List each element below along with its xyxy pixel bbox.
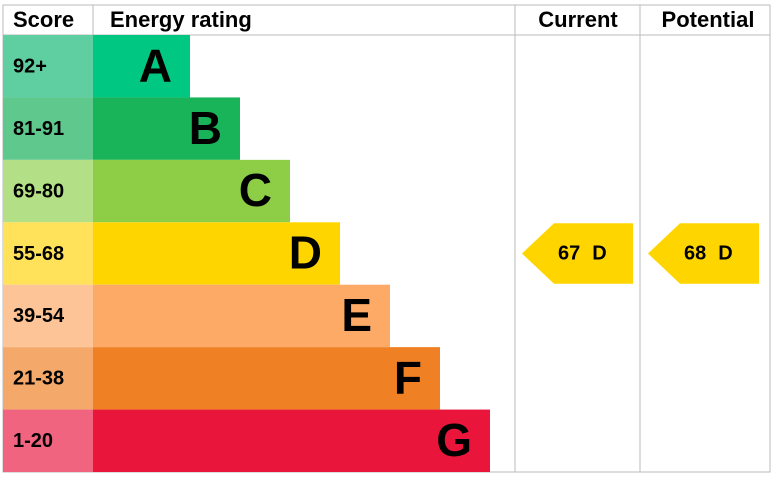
rating-bar: [93, 222, 340, 285]
rating-letter: F: [394, 352, 422, 404]
current-value: 67: [558, 243, 580, 265]
rating-letter: A: [139, 39, 172, 91]
rating-letter: G: [436, 414, 472, 466]
potential-header: Potential: [662, 7, 755, 32]
potential-letter: D: [718, 243, 732, 265]
score-cell: [3, 347, 93, 410]
rating-letter: B: [189, 102, 222, 154]
score-label: 92+: [13, 55, 47, 77]
current-letter: D: [592, 243, 606, 265]
rating-letter: D: [289, 227, 322, 279]
current-label: 67 D: [558, 243, 607, 265]
score-label: 1-20: [13, 430, 53, 452]
score-cell: [3, 35, 93, 98]
potential-value: 68: [684, 243, 706, 265]
score-cell: [3, 222, 93, 285]
rating-bar: [93, 409, 490, 472]
score-cell: [3, 159, 93, 223]
potential-arrow: [648, 223, 759, 284]
potential-label: 68 D: [684, 243, 733, 265]
score-label: 81-91: [13, 118, 64, 140]
rating-bar: [93, 35, 190, 98]
score-cell: [3, 284, 93, 348]
score-header: Score: [13, 7, 74, 32]
rating-bar: [93, 159, 290, 223]
rating-letter: E: [341, 289, 372, 341]
score-cell: [3, 97, 93, 160]
current-header: Current: [538, 7, 618, 32]
score-label: 55-68: [13, 243, 64, 265]
rating-bar: [93, 284, 390, 348]
current-arrow: [522, 223, 633, 284]
rating-bar: [93, 97, 240, 160]
rating-header: Energy rating: [110, 7, 252, 32]
rating-bar: [93, 347, 440, 410]
score-label: 69-80: [13, 180, 64, 202]
score-cell: [3, 409, 93, 472]
score-label: 21-38: [13, 368, 64, 390]
score-label: 39-54: [13, 305, 65, 327]
rating-letter: C: [239, 164, 272, 216]
